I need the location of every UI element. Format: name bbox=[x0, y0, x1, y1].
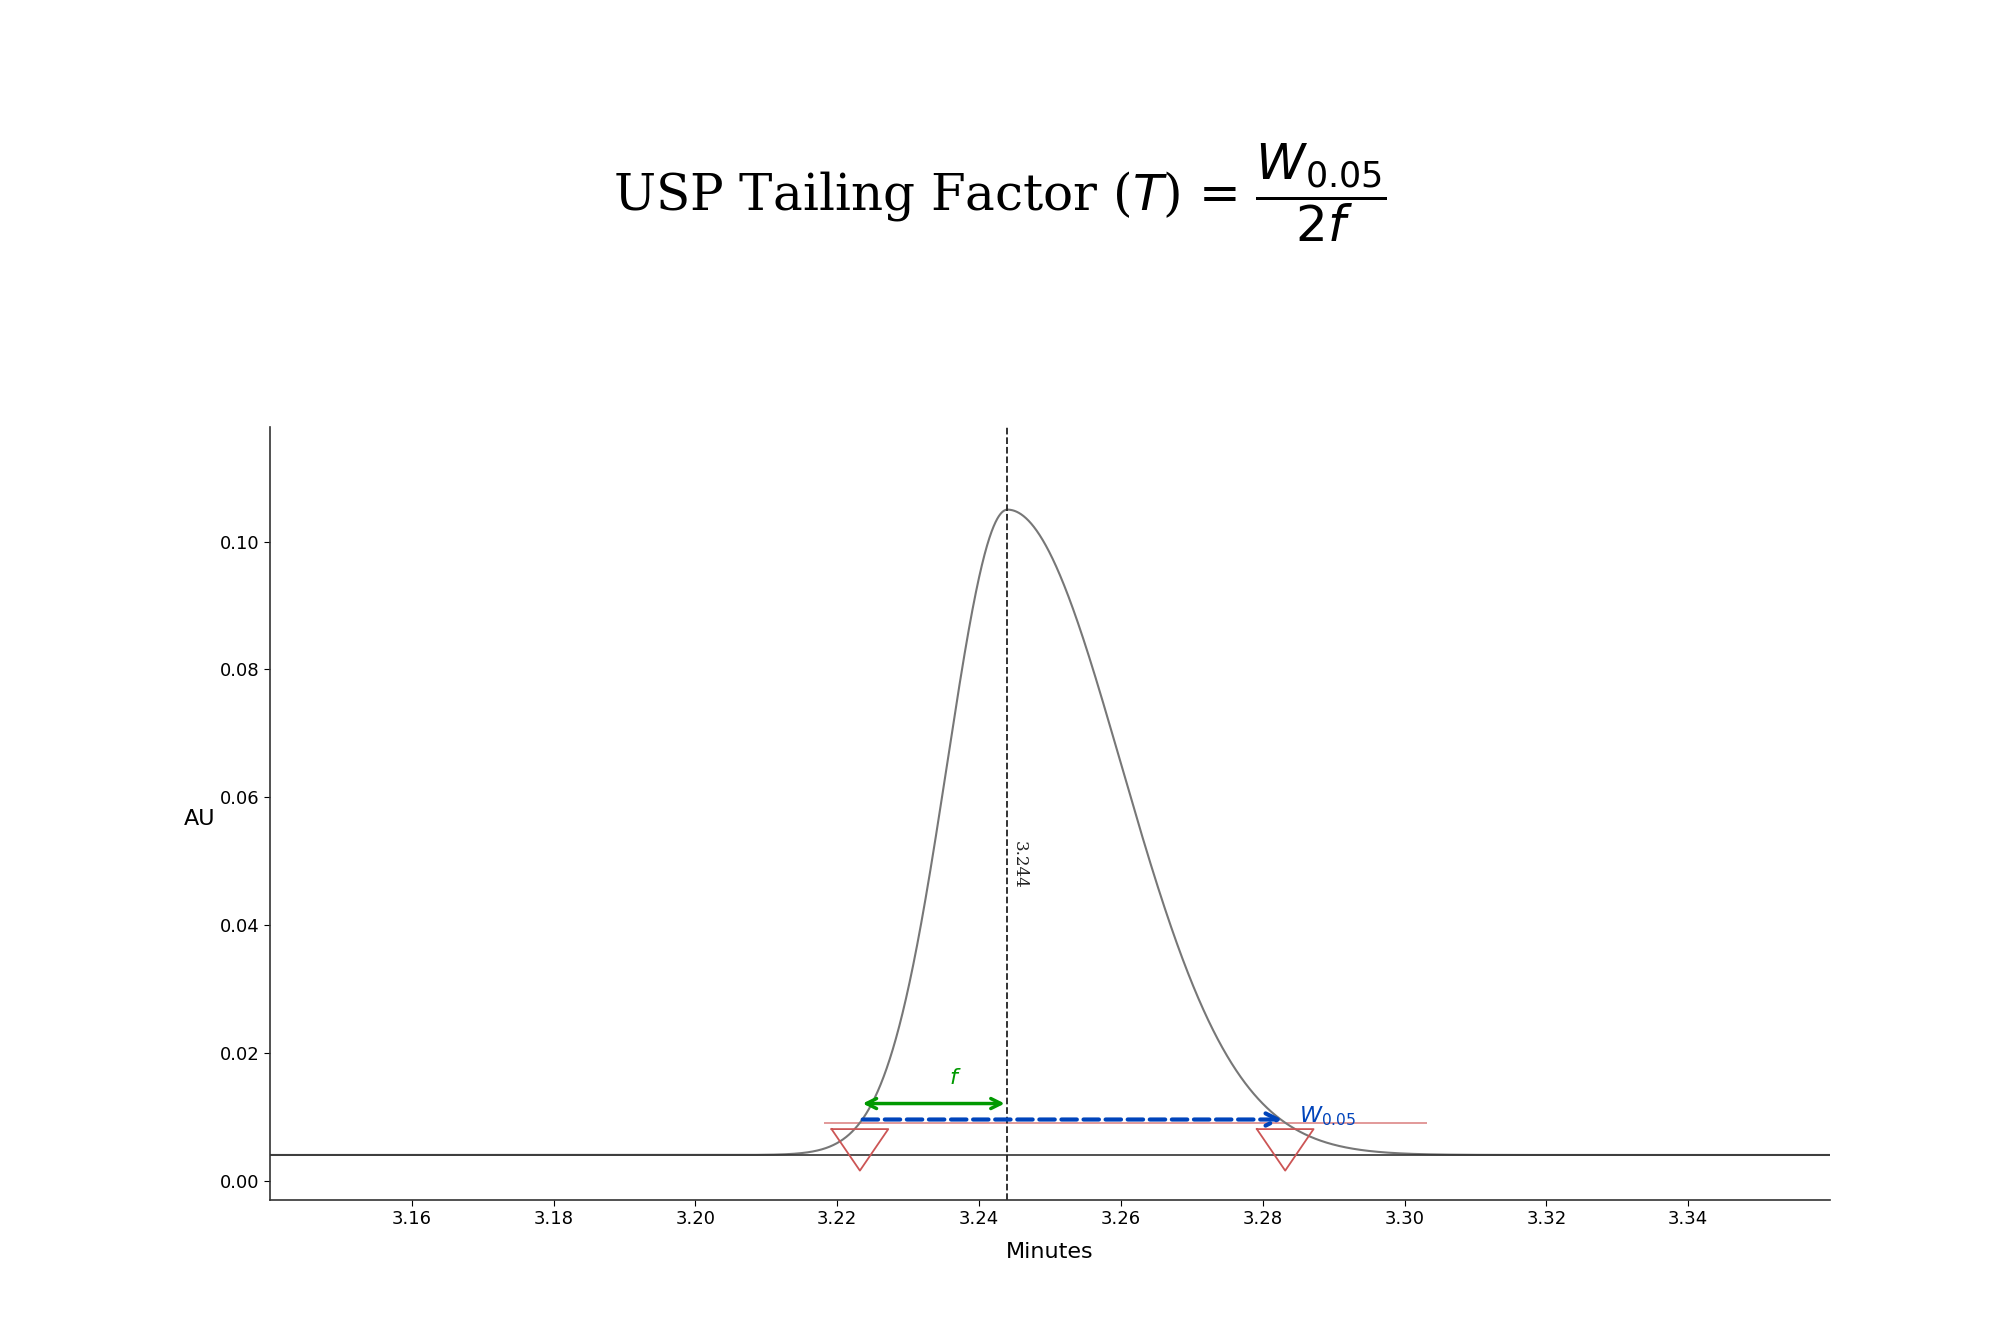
Text: $\it{f}$: $\it{f}$ bbox=[948, 1068, 962, 1088]
Y-axis label: AU: AU bbox=[184, 809, 216, 829]
X-axis label: Minutes: Minutes bbox=[1006, 1242, 1094, 1262]
Text: 3.244: 3.244 bbox=[1012, 841, 1028, 888]
Text: $W_{0.05}$: $W_{0.05}$ bbox=[1300, 1105, 1356, 1128]
Text: USP Tailing Factor ($\mathit{T}$) = $\dfrac{W_{0.05}}{2f}$: USP Tailing Factor ($\mathit{T}$) = $\df… bbox=[614, 143, 1386, 244]
